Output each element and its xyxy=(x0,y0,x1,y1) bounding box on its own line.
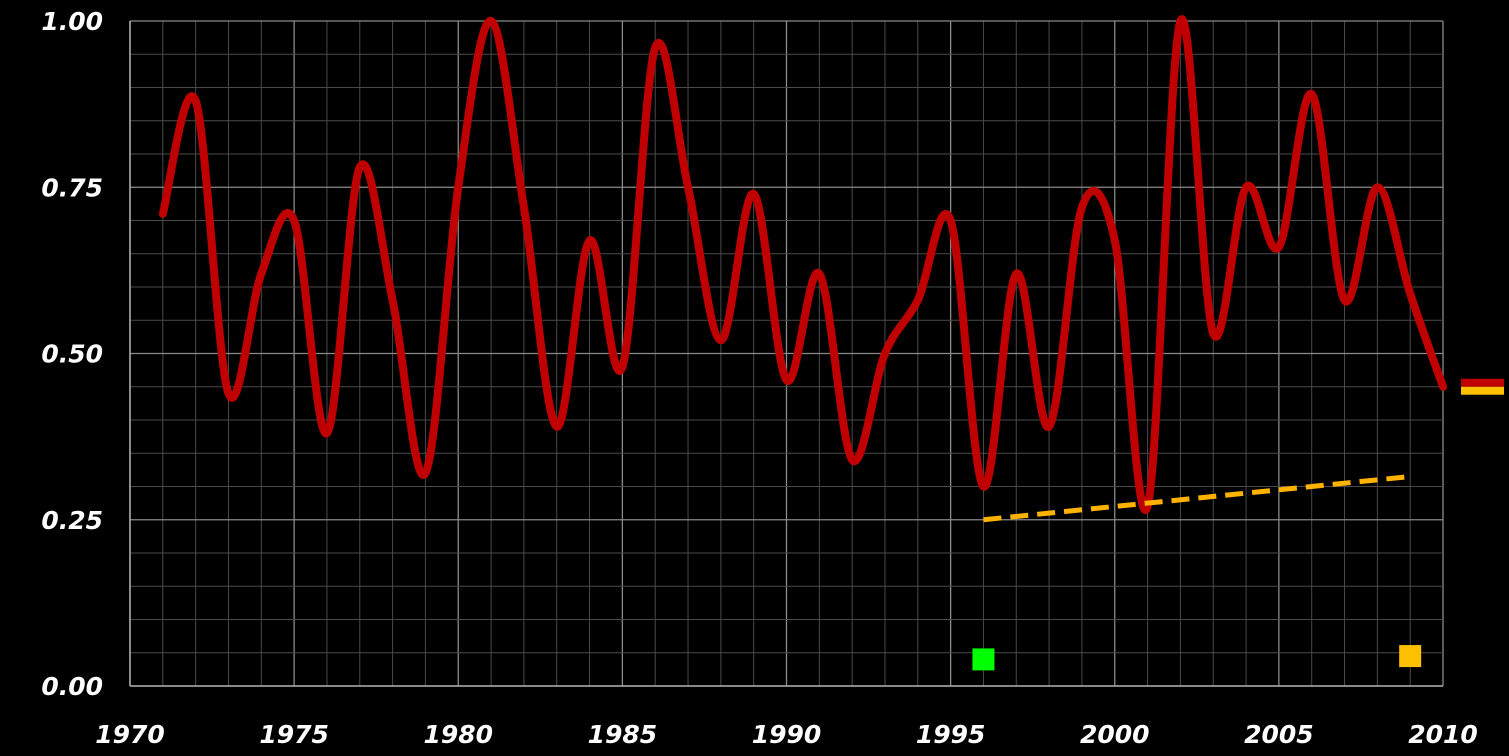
x-tick-label: 1985 xyxy=(588,720,658,749)
end-marker-band xyxy=(1461,386,1504,395)
trend-line xyxy=(983,474,1411,523)
point-marker xyxy=(972,648,995,671)
x-tick-label: 1970 xyxy=(95,720,165,749)
y-tick-label: 0.25 xyxy=(41,506,103,535)
tick-labels: 0.00 0.25 0.50 0.75 1.00 1970 1975 1980 1985 1990… xyxy=(41,7,1477,749)
series-line xyxy=(158,15,1447,514)
x-tick-label: 1980 xyxy=(423,720,493,749)
point-marker xyxy=(1399,645,1422,668)
x-tick-label: 1990 xyxy=(752,720,822,749)
x-tick-label: 2010 xyxy=(1408,720,1478,749)
y-tick-label: 1.00 xyxy=(41,7,103,36)
x-tick-label: 1975 xyxy=(259,720,329,749)
end-marker-band xyxy=(1461,378,1504,387)
y-tick-label: 0.50 xyxy=(41,340,103,369)
x-tick-label: 2005 xyxy=(1244,720,1314,749)
x-tick-label: 1995 xyxy=(916,720,986,749)
point-markers xyxy=(972,645,1422,671)
y-tick-label: 0.75 xyxy=(41,173,103,202)
series-lines xyxy=(158,15,1447,523)
grid-lines xyxy=(129,20,1444,687)
y-tick-label: 0.00 xyxy=(41,672,103,701)
x-tick-label: 2000 xyxy=(1080,720,1150,749)
end-marker xyxy=(1461,378,1504,395)
